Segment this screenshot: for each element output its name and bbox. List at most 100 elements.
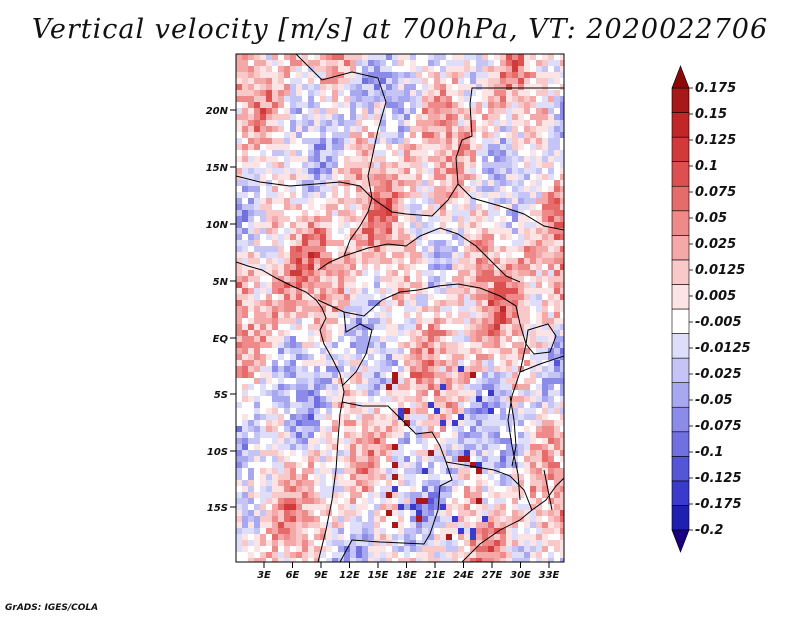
field-cell <box>464 384 470 390</box>
field-cell <box>470 264 476 270</box>
field-cell <box>416 474 422 480</box>
field-cell <box>536 510 542 516</box>
field-cell <box>500 414 506 420</box>
field-cell <box>236 300 242 306</box>
field-cell <box>266 114 272 120</box>
field-cell <box>440 492 446 498</box>
field-cell <box>296 240 302 246</box>
field-cell <box>344 504 350 510</box>
lat-tick-label: 15N <box>206 163 229 174</box>
field-cell <box>428 132 434 138</box>
field-cell <box>554 306 560 312</box>
field-cell <box>512 60 518 66</box>
field-cell <box>254 408 260 414</box>
field-cell <box>428 522 434 528</box>
field-cell <box>458 252 464 258</box>
field-cell <box>524 396 530 402</box>
field-cell <box>362 108 368 114</box>
field-cell <box>452 540 458 546</box>
field-cell <box>260 330 266 336</box>
field-cell <box>470 216 476 222</box>
field-cell <box>404 390 410 396</box>
field-cell <box>500 102 506 108</box>
field-cell <box>314 510 320 516</box>
field-cell <box>428 492 434 498</box>
field-cell <box>374 324 380 330</box>
field-cell <box>290 162 296 168</box>
field-cell <box>458 420 464 426</box>
field-cell <box>338 66 344 72</box>
field-cell <box>308 102 314 108</box>
field-cell <box>314 474 320 480</box>
field-cell <box>296 318 302 324</box>
field-cell <box>302 444 308 450</box>
field-cell <box>428 306 434 312</box>
field-cell <box>350 204 356 210</box>
field-cell <box>344 354 350 360</box>
field-cell <box>464 162 470 168</box>
field-cell <box>482 468 488 474</box>
field-cell <box>278 282 284 288</box>
field-cell <box>530 294 536 300</box>
field-cell <box>302 174 308 180</box>
field-cell <box>416 540 422 546</box>
field-cell <box>500 522 506 528</box>
field-cell <box>530 510 536 516</box>
field-cell <box>380 156 386 162</box>
field-cell <box>524 276 530 282</box>
field-cell <box>320 144 326 150</box>
field-cell <box>530 492 536 498</box>
field-cell <box>428 474 434 480</box>
field-cell <box>464 450 470 456</box>
field-cell <box>434 60 440 66</box>
field-cell <box>440 138 446 144</box>
field-cell <box>500 504 506 510</box>
field-cell <box>404 486 410 492</box>
field-cell <box>452 426 458 432</box>
field-cell <box>494 84 500 90</box>
field-cell <box>356 60 362 66</box>
colorbar-bin <box>671 431 690 457</box>
field-cell <box>452 468 458 474</box>
field-cell <box>278 234 284 240</box>
field-cell <box>410 252 416 258</box>
field-cell <box>320 342 326 348</box>
field-cell <box>302 516 308 522</box>
field-cell <box>554 402 560 408</box>
field-cell <box>308 336 314 342</box>
field-cell <box>524 474 530 480</box>
field-cell <box>494 558 500 562</box>
field-cell <box>560 474 564 480</box>
field-cell <box>410 240 416 246</box>
field-cell <box>422 198 428 204</box>
field-cell <box>536 78 542 84</box>
field-cell <box>278 54 284 60</box>
field-cell <box>494 414 500 420</box>
field-cell <box>560 462 564 468</box>
field-cell <box>434 534 440 540</box>
field-cell <box>416 264 422 270</box>
field-cell <box>296 360 302 366</box>
field-cell <box>482 72 488 78</box>
field-cell <box>506 450 512 456</box>
field-cell <box>536 366 542 372</box>
field-cell <box>464 210 470 216</box>
field-cell <box>350 96 356 102</box>
field-cell <box>524 456 530 462</box>
field-cell <box>494 330 500 336</box>
field-cell <box>488 114 494 120</box>
field-cell <box>266 342 272 348</box>
field-cell <box>542 408 548 414</box>
field-cell <box>548 54 554 60</box>
field-cell <box>320 60 326 66</box>
field-cell <box>404 204 410 210</box>
field-cell <box>530 114 536 120</box>
field-cell <box>422 408 428 414</box>
field-cell <box>278 306 284 312</box>
field-cell <box>368 342 374 348</box>
field-cell <box>464 102 470 108</box>
field-cell <box>344 300 350 306</box>
field-cell <box>488 192 494 198</box>
field-cell <box>410 378 416 384</box>
field-cell <box>410 522 416 528</box>
